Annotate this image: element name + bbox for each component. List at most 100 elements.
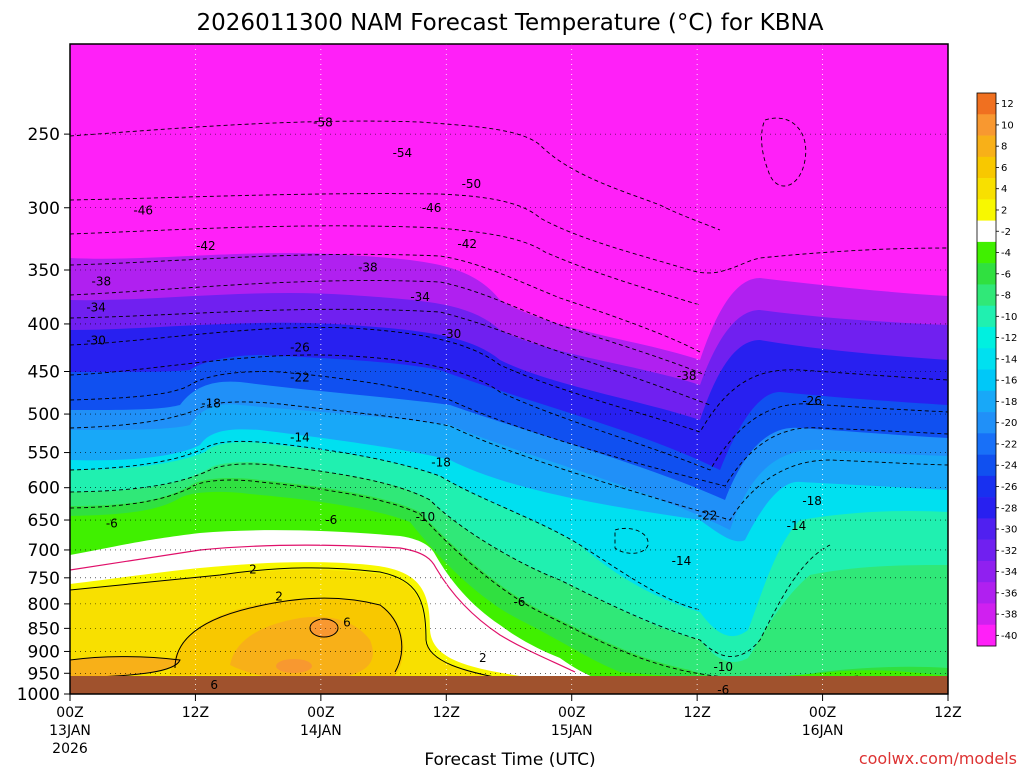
colorbar-swatch (977, 603, 996, 626)
x-tick-label: 16JAN (802, 723, 844, 739)
contour-label: 2 (275, 590, 283, 604)
contour-label: -30 (442, 327, 462, 341)
x-tick-label: 00Z (56, 705, 83, 721)
colorbar-label: 10 (1001, 120, 1014, 131)
contour-label: 2 (479, 651, 487, 665)
isotherm-closed-2 (761, 117, 807, 187)
x-tick-label: 00Z (558, 705, 585, 721)
x-tick-label: 2026 (52, 741, 88, 757)
colorbar-label: -8 (1001, 291, 1011, 302)
contour-label: 6 (210, 678, 218, 692)
y-tick-label: 950 (28, 664, 60, 684)
colorbar-swatch (977, 369, 996, 392)
contour-label: -42 (457, 237, 477, 251)
y-axis: 250 300 350 400 450 500 550 600 650 700 750 800 850 9… (17, 125, 70, 705)
contour-label: -34 (86, 300, 106, 314)
x-tick-label: 00Z (307, 705, 334, 721)
band-warm-core-2 (276, 659, 312, 673)
colorbar-swatch (977, 305, 996, 328)
contour-label: -18 (201, 396, 221, 410)
y-tick-label: 300 (28, 199, 60, 219)
colorbar-swatch (977, 241, 996, 264)
contour-label: 6 (343, 616, 351, 630)
contour-label: -6 (106, 517, 118, 531)
colorbar-label: 2 (1001, 205, 1007, 216)
colorbar-swatch (977, 433, 996, 455)
x-tick-label: 00Z (809, 705, 836, 721)
isotherm-upper-1 (70, 120, 721, 231)
band-low-gold (70, 656, 180, 678)
y-tick-label: 650 (28, 511, 60, 531)
x-tick-label: 12Z (433, 705, 460, 721)
contour-label: -34 (410, 290, 430, 304)
colorbar-label: -26 (1001, 482, 1017, 493)
y-tick-label: 800 (28, 595, 60, 615)
isotherm-18 (70, 371, 948, 487)
colorbar-label: -36 (1001, 588, 1017, 599)
colorbar-label: 6 (1001, 163, 1007, 174)
colorbar-swatch (977, 518, 996, 540)
colorbar-label: -18 (1001, 397, 1017, 408)
colorbar-swatch (977, 93, 996, 115)
x-tick-label: 12Z (683, 705, 710, 721)
colorbar-frame (976, 92, 997, 647)
colorbar-label: -14 (1001, 354, 1017, 365)
colorbar-swatch (977, 454, 996, 477)
colorbar-swatch (977, 497, 996, 519)
isotherm-14 (70, 401, 948, 521)
colorbar-label: 4 (1001, 184, 1007, 195)
y-tick-label: 400 (28, 315, 60, 335)
contour-label: -38 (677, 369, 697, 383)
x-axis: 00Z 13JAN 2026 12Z 00Z 14JAN 12Z 00Z 15JAN 12Z 00Z… (49, 694, 962, 757)
y-tick-label: 550 (28, 444, 60, 464)
colorbar-label: -12 (1001, 333, 1017, 344)
contour-label: -18 (802, 494, 822, 508)
colorbar-label: -22 (1001, 439, 1017, 450)
contour-label: -38 (358, 261, 378, 275)
contour-label: -54 (393, 146, 413, 160)
band-warm-core (310, 619, 338, 637)
contour-label: -58 (313, 116, 333, 130)
contour-label: -30 (86, 334, 106, 348)
contour-label: -10 (713, 660, 733, 674)
colorbar-swatch (977, 475, 996, 498)
colorbar-swatch (977, 582, 996, 604)
y-tick-label: 600 (28, 479, 60, 499)
x-tick-label: 12Z (182, 705, 209, 721)
colorbar-label: -34 (1001, 567, 1017, 578)
contour-label: -6 (513, 595, 525, 609)
contour-label: -6 (717, 683, 729, 697)
isotherm-38 (70, 253, 701, 353)
colorbar-swatch (977, 156, 996, 179)
ground-layer (70, 676, 948, 694)
isotherm-pos-10 (309, 618, 339, 638)
x-tick-label: 12Z (934, 705, 961, 721)
x-tick-label: 13JAN (49, 723, 91, 739)
y-tick-label: 700 (28, 541, 60, 561)
isotherm-upper-3 (70, 225, 701, 306)
contour-label: -18 (431, 456, 451, 470)
isotherm-34 (70, 280, 706, 376)
y-tick-label: 450 (28, 363, 60, 383)
isotherms-dashed (70, 117, 948, 680)
colorbar-swatch (977, 135, 996, 158)
y-tick-label: 750 (28, 569, 60, 589)
colorbar-label: 12 (1001, 99, 1014, 110)
x-axis-label: Forecast Time (UTC) (424, 750, 595, 768)
isotherm-pos-6b (70, 656, 181, 679)
contour-label: -50 (462, 177, 482, 191)
contour-label: -14 (672, 554, 692, 568)
colorbar-swatch (977, 624, 996, 647)
colorbar-swatch (977, 412, 996, 434)
contour-label: -46 (422, 201, 442, 215)
colorbar-label: -38 (1001, 610, 1017, 621)
isotherm-22 (70, 354, 948, 471)
y-tick-label: 500 (28, 405, 60, 425)
colorbar-swatch (977, 326, 996, 349)
band-dark-orange (230, 616, 373, 680)
y-tick-label: 250 (28, 125, 60, 145)
isotherm-26 (70, 326, 948, 433)
colorbar-label: -10 (1001, 312, 1017, 323)
colorbar-label: 8 (1001, 142, 1007, 153)
